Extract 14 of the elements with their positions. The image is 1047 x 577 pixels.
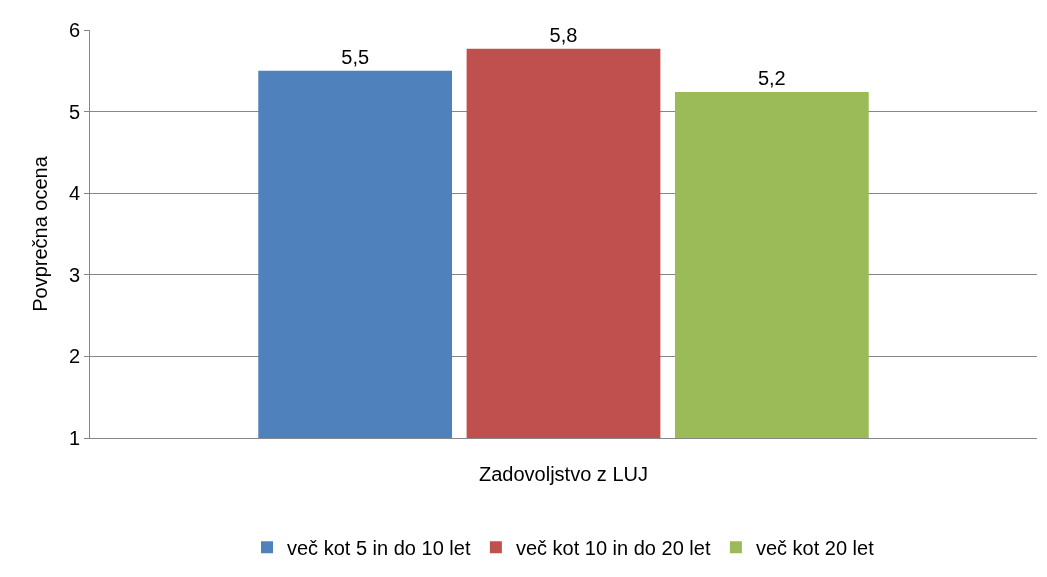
y-tick-label: 6 [68,19,80,41]
y-tick-label: 1 [68,427,80,449]
y-axis-title: Povprečna ocena [29,155,52,312]
legend-label: več kot 20 let [755,537,875,560]
y-tick-label: 3 [68,263,80,286]
data-label: 5,8 [549,23,578,46]
data-label: 5,2 [757,67,786,90]
x-tick-label: Zadovoljstvo z LUJ [479,463,648,485]
data-label: 5,5 [341,45,370,68]
y-tick-label: 4 [68,182,80,205]
legend-label: več kot 5 in do 10 let [287,537,471,560]
y-tick-label: 5 [68,100,80,123]
y-tick-label: 2 [68,345,80,368]
legend-label: več kot 10 in do 20 let [515,537,711,560]
